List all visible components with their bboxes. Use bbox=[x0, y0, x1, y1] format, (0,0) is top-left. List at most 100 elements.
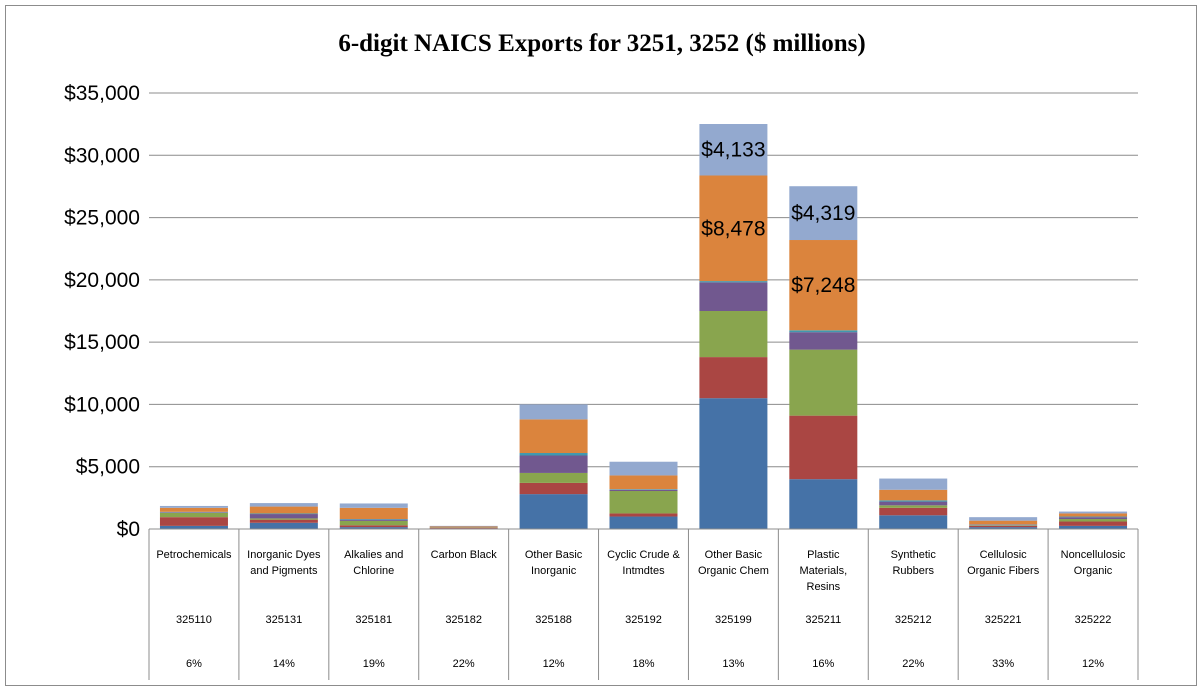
bar-segment bbox=[789, 332, 858, 350]
bar-segment bbox=[789, 479, 858, 529]
y-tick-label: $30,000 bbox=[64, 144, 140, 167]
bar-segment bbox=[249, 506, 318, 514]
category-name-label: Organic Fibers bbox=[967, 565, 1040, 577]
bar-segment bbox=[609, 489, 678, 492]
bar-segment bbox=[519, 419, 588, 454]
category-name-label: Organic bbox=[1074, 565, 1113, 577]
bar-segment bbox=[969, 525, 1038, 526]
category-name-label: Cellulosic bbox=[980, 549, 1028, 561]
bar-segment bbox=[1059, 521, 1128, 526]
category-table: Petrochemicals 325110 6% Inorganic Dyes and … bbox=[148, 528, 1139, 680]
gridlines bbox=[149, 92, 1138, 530]
data-label: $7,248 bbox=[791, 274, 855, 297]
chart-title: 6-digit NAICS Exports for 3251, 3252 ($ … bbox=[338, 30, 866, 57]
data-label: $4,133 bbox=[701, 139, 765, 162]
bar-segment bbox=[159, 512, 228, 518]
bar-segment bbox=[969, 520, 1038, 525]
bar-segment bbox=[699, 175, 768, 282]
category-code-label: 325110 bbox=[176, 614, 212, 626]
data-labels: $4,133 $8,478 $4,319 $7,248 bbox=[701, 139, 855, 297]
category-code-label: 325212 bbox=[895, 614, 932, 626]
bar-segment bbox=[789, 349, 858, 416]
bar-segment bbox=[249, 513, 318, 515]
bar-segment bbox=[879, 515, 948, 529]
category-percent-label: 22% bbox=[902, 658, 924, 670]
bar-segment bbox=[969, 517, 1038, 521]
bar-segment bbox=[879, 505, 948, 508]
bar-segment bbox=[339, 520, 408, 526]
bar-segment bbox=[249, 519, 318, 523]
bar-segment bbox=[789, 415, 858, 480]
category-percent-label: 12% bbox=[1082, 658, 1104, 670]
category-code-label: 325181 bbox=[355, 614, 392, 626]
category-name-label: Resins bbox=[807, 581, 841, 593]
bar-segment bbox=[159, 507, 228, 512]
bar-segment bbox=[609, 475, 678, 490]
y-tick-label: $25,000 bbox=[64, 207, 140, 230]
bar-segment bbox=[1059, 511, 1128, 514]
bar-segment bbox=[789, 240, 858, 331]
y-tick-label: $15,000 bbox=[64, 331, 140, 354]
category-name-label: Organic Chem bbox=[698, 565, 769, 577]
category-name-label: Noncellulosic bbox=[1061, 549, 1126, 561]
bar-segment bbox=[339, 507, 408, 520]
category-name-label: Other Basic bbox=[525, 549, 583, 561]
category-code-label: 325188 bbox=[535, 614, 572, 626]
bar-segment bbox=[699, 282, 768, 311]
category-name-label: Rubbers bbox=[892, 565, 934, 577]
category-name-label: Carbon Black bbox=[431, 549, 498, 561]
bar-segment bbox=[339, 519, 408, 520]
chart-frame bbox=[5, 5, 1197, 686]
category-percent-label: 16% bbox=[812, 658, 834, 670]
bar-segment bbox=[879, 501, 948, 506]
bar-segment bbox=[879, 507, 948, 516]
category-code-label: 325199 bbox=[715, 614, 752, 626]
category-name-label: Inorganic Dyes bbox=[247, 549, 321, 561]
bar-segment bbox=[339, 525, 408, 528]
category-code-label: 325182 bbox=[445, 614, 482, 626]
category-name-label: Materials, bbox=[799, 565, 847, 577]
bar-segment bbox=[969, 524, 1038, 526]
bar-segment bbox=[969, 525, 1038, 528]
bar-segment bbox=[969, 527, 1038, 529]
bar-segment bbox=[339, 527, 408, 529]
bar-segment bbox=[699, 281, 768, 283]
category-code-label: 325131 bbox=[266, 614, 303, 626]
bar-segment bbox=[519, 472, 588, 483]
category-name-label: Inorganic bbox=[531, 565, 577, 577]
bar-segment bbox=[429, 525, 498, 527]
bar-segment bbox=[1059, 517, 1128, 520]
bar-segment bbox=[519, 455, 588, 473]
category-name-label: Synthetic bbox=[891, 549, 937, 561]
bar-segment bbox=[249, 522, 318, 529]
category-code-label: 325211 bbox=[805, 614, 841, 626]
bar-segment bbox=[609, 489, 678, 490]
bar-segment bbox=[429, 526, 498, 528]
bar-segment bbox=[699, 398, 768, 529]
bar-segment bbox=[879, 489, 948, 501]
y-tick-label: $0 bbox=[117, 518, 140, 541]
category-percent-label: 12% bbox=[543, 658, 565, 670]
category-name-label: and Pigments bbox=[250, 565, 318, 577]
category-percent-label: 14% bbox=[273, 658, 295, 670]
category-percent-label: 19% bbox=[363, 658, 385, 670]
bar-segment bbox=[519, 482, 588, 495]
y-tick-label: $20,000 bbox=[64, 269, 140, 292]
category-code-label: 325222 bbox=[1075, 614, 1112, 626]
data-label: $8,478 bbox=[701, 217, 765, 240]
category-code-label: 325221 bbox=[985, 614, 1022, 626]
y-tick-label: $10,000 bbox=[64, 393, 140, 416]
category-name-label: Intmdtes bbox=[622, 565, 665, 577]
y-tick-label: $35,000 bbox=[64, 82, 140, 105]
bar-segment bbox=[339, 503, 408, 508]
data-label: $4,319 bbox=[791, 202, 855, 225]
category-name-label: Chlorine bbox=[353, 565, 394, 577]
bar-segment bbox=[879, 500, 948, 502]
y-tick-label: $5,000 bbox=[76, 456, 140, 479]
bar-segment bbox=[609, 491, 678, 514]
bar-segment bbox=[1059, 519, 1128, 522]
bar-segment bbox=[519, 494, 588, 529]
category-percent-label: 18% bbox=[632, 658, 654, 670]
bar-segment bbox=[249, 518, 318, 520]
